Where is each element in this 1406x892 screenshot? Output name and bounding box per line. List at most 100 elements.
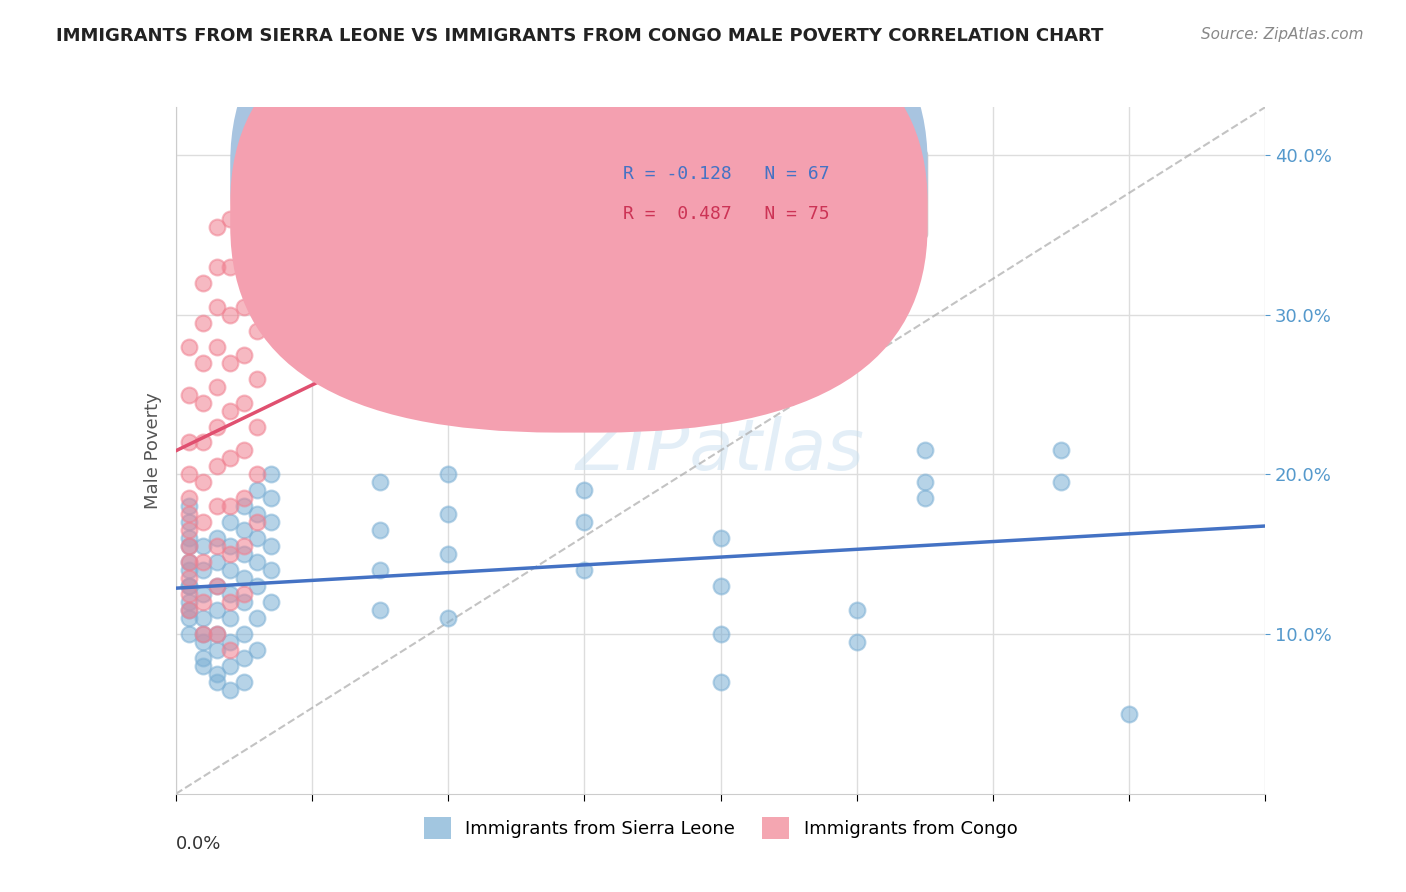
Text: R = -0.128   N = 67: R = -0.128 N = 67 [623,165,830,184]
Point [246,508,269,522]
Point [260,292,283,306]
Point [179,539,201,553]
Point [219,643,242,657]
Point [246,531,269,545]
Point [191,555,214,569]
Point [179,435,201,450]
Point [179,587,201,601]
FancyBboxPatch shape [231,0,928,433]
Point [246,419,269,434]
Point [191,587,214,601]
Point [191,627,214,641]
Point [710,531,733,545]
Point [368,475,391,490]
Point [246,227,269,242]
FancyBboxPatch shape [524,148,928,241]
Point [179,508,201,522]
Point [179,595,201,609]
Point [219,539,242,553]
Point [368,356,391,370]
Point [232,539,254,553]
Point [179,579,201,593]
Point [191,356,214,370]
Point [191,611,214,625]
Text: R =  0.487   N = 75: R = 0.487 N = 75 [623,205,830,223]
Point [179,516,201,530]
Point [205,555,228,569]
Point [191,595,214,609]
Point [845,603,868,617]
Point [205,340,228,354]
Point [710,675,733,690]
Legend: Immigrants from Sierra Leone, Immigrants from Congo: Immigrants from Sierra Leone, Immigrants… [416,810,1025,847]
Point [246,483,269,498]
Point [219,683,242,698]
Point [437,508,460,522]
Point [232,348,254,362]
Point [179,603,201,617]
Point [246,611,269,625]
Point [205,419,228,434]
Point [205,667,228,681]
Point [260,595,283,609]
Point [914,491,936,506]
Y-axis label: Male Poverty: Male Poverty [143,392,162,508]
Point [205,627,228,641]
Point [191,516,214,530]
Point [505,411,527,425]
Point [205,579,228,593]
Point [232,587,254,601]
FancyBboxPatch shape [231,0,928,392]
Point [205,531,228,545]
Point [437,467,460,482]
Text: IMMIGRANTS FROM SIERRA LEONE VS IMMIGRANTS FROM CONGO MALE POVERTY CORRELATION C: IMMIGRANTS FROM SIERRA LEONE VS IMMIGRAN… [56,27,1104,45]
Point [191,475,214,490]
Point [232,203,254,218]
Point [232,547,254,561]
Point [205,603,228,617]
Point [219,547,242,561]
Point [1050,443,1073,458]
Point [191,651,214,665]
Point [232,395,254,409]
Point [246,643,269,657]
Point [179,627,201,641]
Point [574,483,596,498]
Point [205,219,228,234]
Point [219,659,242,673]
Point [205,675,228,690]
Point [368,603,391,617]
Point [914,475,936,490]
Point [246,516,269,530]
Point [179,500,201,514]
Point [219,587,242,601]
Point [845,635,868,649]
Point [219,451,242,466]
Point [260,516,283,530]
Point [232,571,254,585]
Point [191,435,214,450]
Point [205,300,228,314]
Point [179,467,201,482]
Point [260,467,283,482]
Point [232,675,254,690]
Point [191,635,214,649]
Text: Source: ZipAtlas.com: Source: ZipAtlas.com [1201,27,1364,42]
Point [260,563,283,577]
Point [232,595,254,609]
Point [191,539,214,553]
Point [437,395,460,409]
Point [1050,475,1073,490]
Point [246,579,269,593]
Point [179,611,201,625]
Point [232,651,254,665]
Point [710,579,733,593]
Point [219,611,242,625]
Point [260,539,283,553]
Point [574,516,596,530]
Point [179,571,201,585]
Text: 0.0%: 0.0% [176,835,221,853]
Point [368,524,391,538]
Point [179,539,201,553]
Point [205,459,228,474]
